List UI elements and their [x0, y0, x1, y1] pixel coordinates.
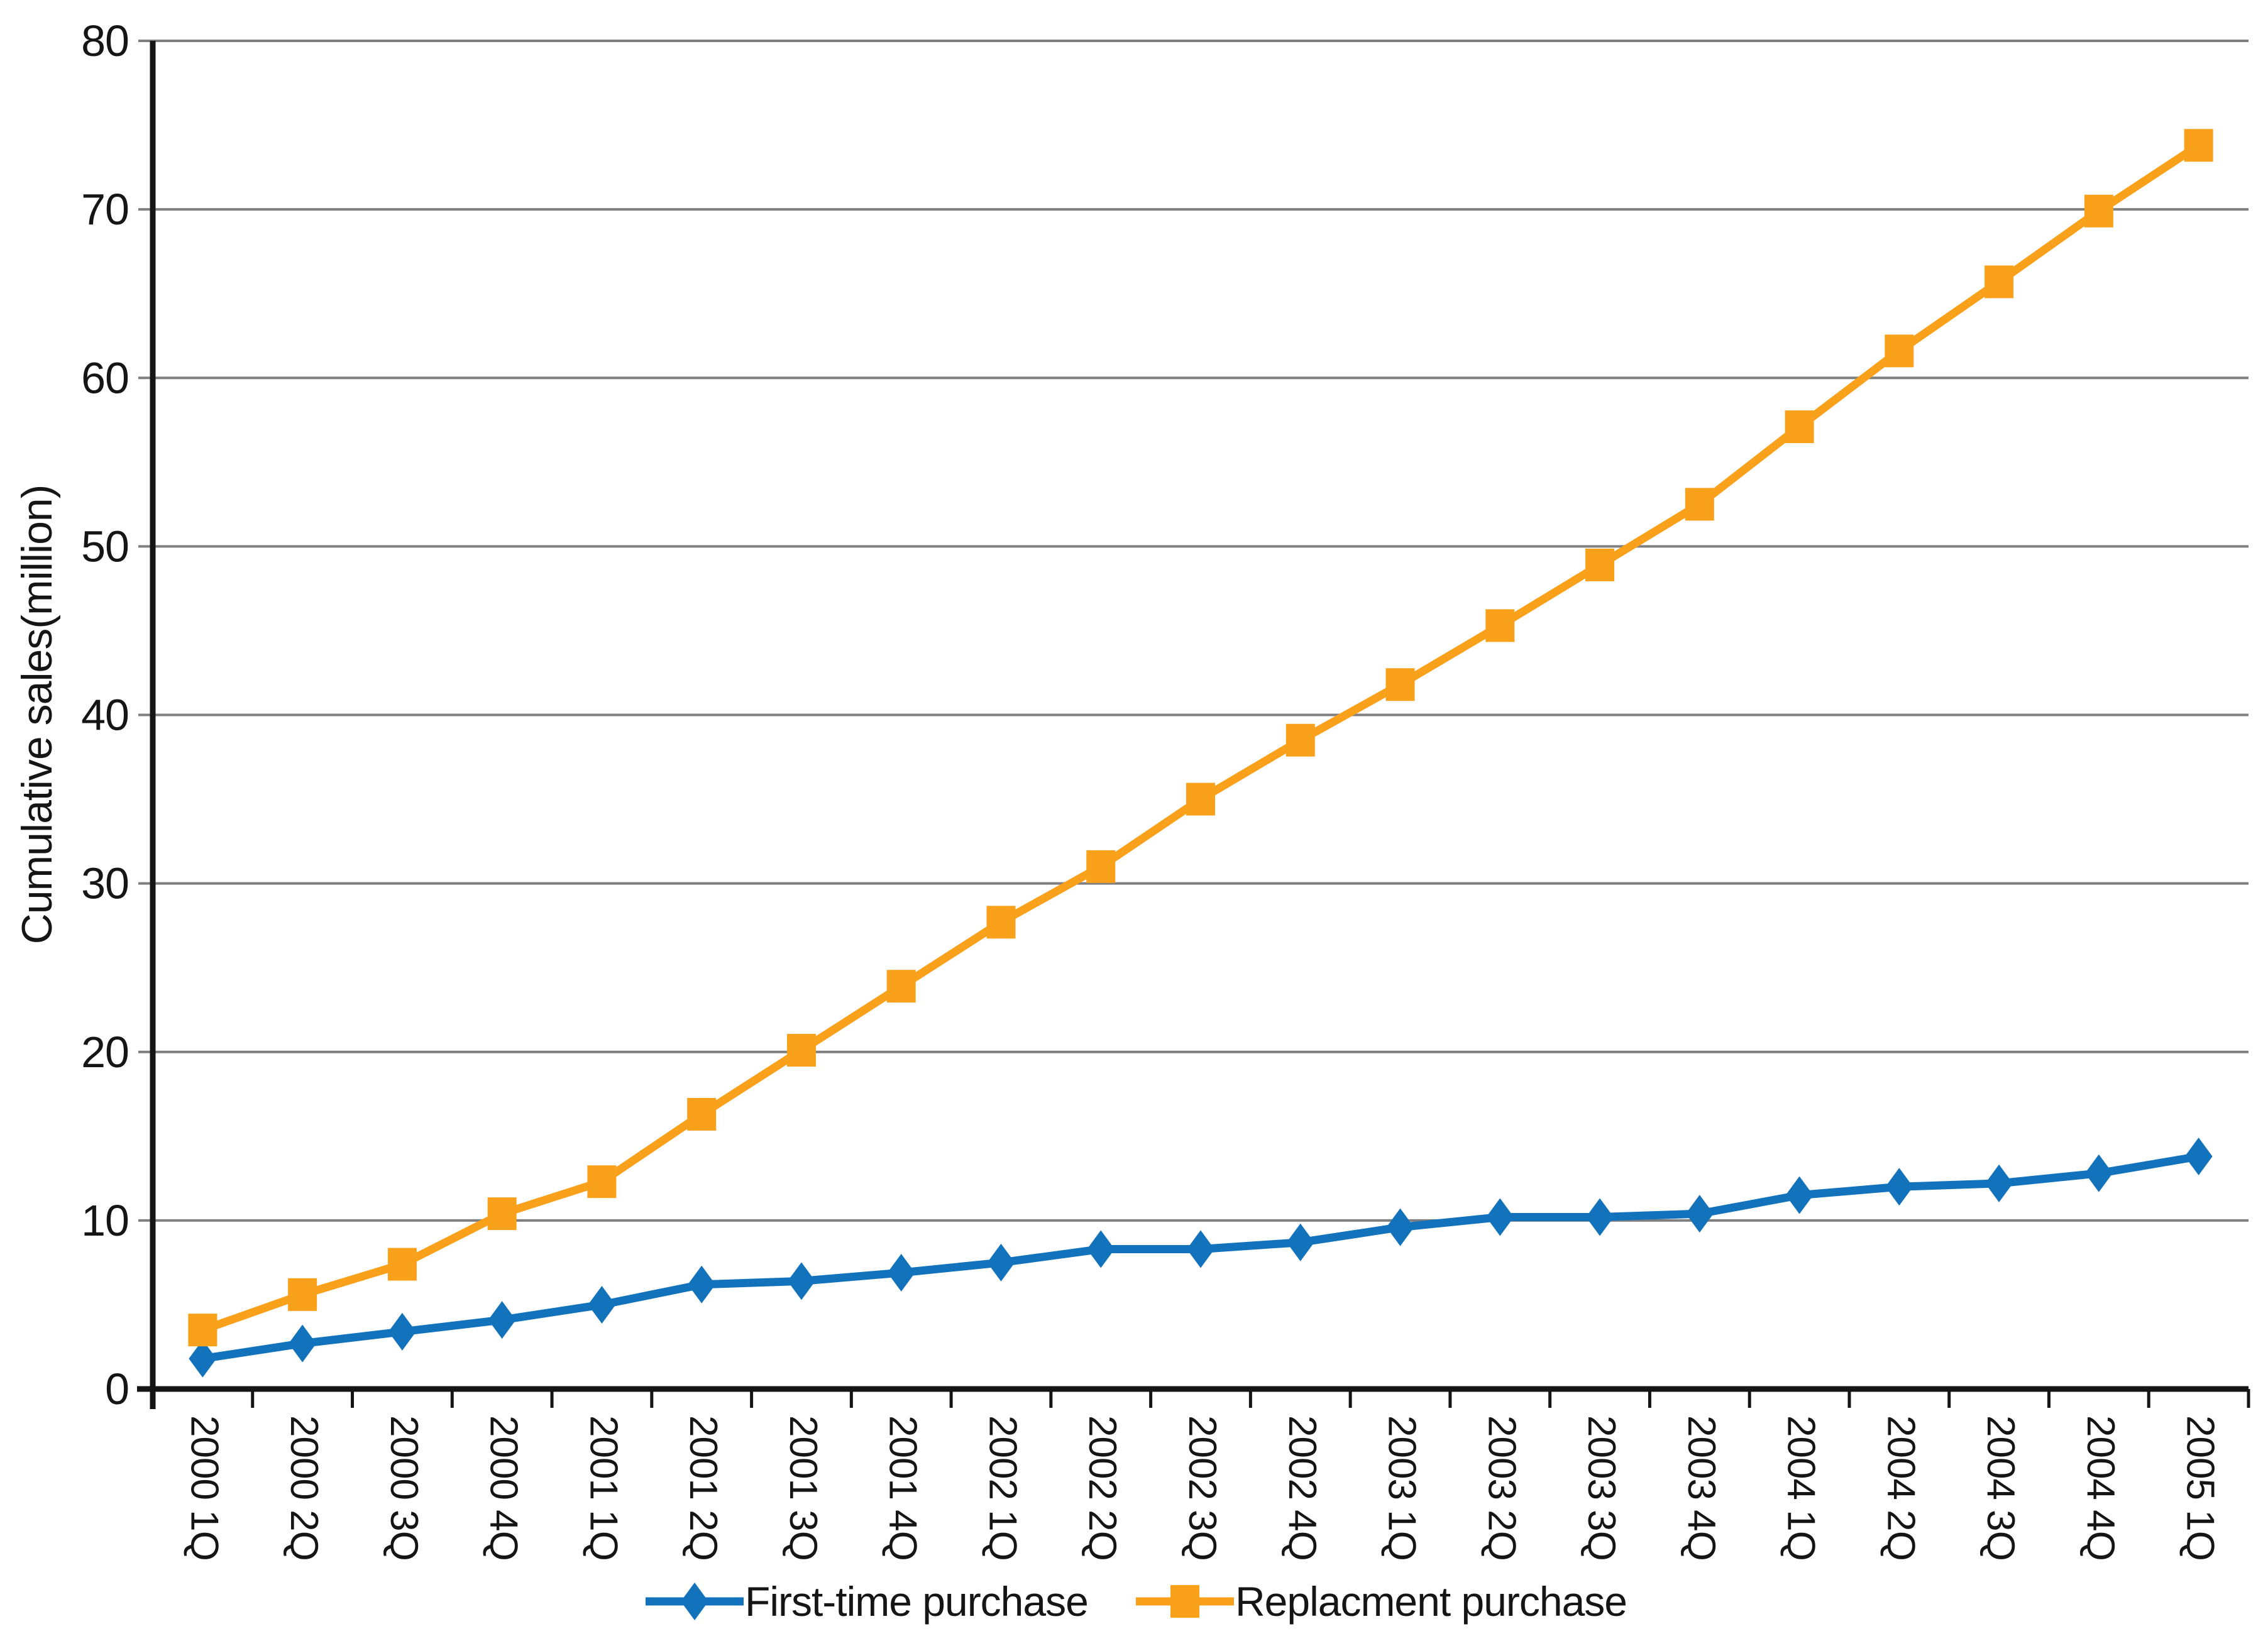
data-point-s0-12	[1386, 1208, 1414, 1246]
y-axis-title: Cumulative sales(million)	[13, 485, 61, 945]
x-tick-label-2003-3Q: 2003 3Q	[1580, 1415, 1623, 1561]
y-tick-label-30: 30	[81, 859, 129, 908]
y-tick-label-50: 50	[81, 522, 129, 571]
data-point-s0-13	[1486, 1198, 1514, 1236]
data-point-s1-11	[1285, 723, 1315, 757]
data-point-s0-6	[787, 1262, 815, 1300]
x-tick-label-2001-2Q: 2001 2Q	[681, 1415, 725, 1561]
data-point-s1-13	[1485, 609, 1515, 642]
data-point-s1-7	[886, 970, 916, 1003]
y-tick-label-60: 60	[81, 353, 129, 402]
data-point-s0-20	[2184, 1137, 2213, 1175]
data-point-s0-15	[1685, 1195, 1714, 1233]
legend-marker-0	[681, 1583, 708, 1620]
legend-label-1: Replacment purchase	[1235, 1578, 1627, 1625]
data-point-s1-16	[1785, 410, 1814, 444]
y-tick-label-80: 80	[81, 16, 129, 65]
y-tick-label-0: 0	[105, 1364, 129, 1413]
data-point-s0-0	[189, 1339, 217, 1378]
data-point-s0-5	[688, 1265, 716, 1303]
x-tick-label-2003-2Q: 2003 2Q	[1480, 1415, 1523, 1561]
x-tick-label-2004-2Q: 2004 2Q	[1879, 1415, 1922, 1561]
x-tick-label-2000-3Q: 2000 3Q	[382, 1415, 426, 1561]
data-point-s0-4	[588, 1285, 616, 1324]
x-tick-label-2004-3Q: 2004 3Q	[1979, 1415, 2022, 1561]
data-point-s0-16	[1785, 1176, 1814, 1214]
x-tick-label-2002-4Q: 2002 4Q	[1280, 1415, 1324, 1561]
data-point-s1-15	[1685, 488, 1714, 521]
x-tick-label-2003-1Q: 2003 1Q	[1380, 1415, 1424, 1561]
y-tick-label-40: 40	[81, 691, 129, 740]
data-point-s0-19	[2084, 1154, 2113, 1192]
data-point-s1-6	[786, 1034, 816, 1067]
data-point-s0-17	[1885, 1168, 1913, 1206]
data-point-s0-11	[1286, 1223, 1314, 1261]
legend-marker-1	[1170, 1585, 1199, 1618]
x-tick-label-2001-1Q: 2001 1Q	[581, 1415, 625, 1561]
data-point-s1-8	[986, 906, 1016, 939]
data-point-s0-3	[488, 1301, 516, 1339]
data-point-s0-10	[1187, 1230, 1214, 1268]
data-point-s0-8	[987, 1243, 1015, 1282]
data-point-s0-18	[1985, 1164, 2013, 1202]
x-tick-label-2000-1Q: 2000 1Q	[182, 1415, 226, 1561]
x-tick-label-2005-1Q: 2005 1Q	[2179, 1415, 2222, 1561]
series-line-1	[198, 141, 2203, 1334]
data-point-s1-9	[1086, 850, 1116, 883]
data-point-s1-3	[487, 1197, 517, 1231]
x-tick-label-2000-2Q: 2000 2Q	[282, 1415, 326, 1561]
y-tick-label-70: 70	[81, 185, 129, 234]
x-tick-label-2004-4Q: 2004 4Q	[2079, 1415, 2122, 1561]
data-point-s1-20	[2184, 129, 2213, 162]
data-point-s1-0	[188, 1314, 217, 1347]
data-point-s1-12	[1385, 668, 1415, 701]
data-point-s1-17	[1885, 334, 1914, 368]
data-point-s0-14	[1586, 1198, 1614, 1236]
y-tick-label-20: 20	[81, 1028, 129, 1077]
data-point-s1-10	[1186, 782, 1215, 816]
x-tick-label-2001-4Q: 2001 4Q	[881, 1415, 925, 1561]
x-tick-label-2004-1Q: 2004 1Q	[1780, 1415, 1823, 1561]
data-point-s0-2	[388, 1312, 416, 1351]
x-tick-label-2002-1Q: 2002 1Q	[981, 1415, 1024, 1561]
data-point-s1-1	[288, 1278, 317, 1311]
data-point-s1-5	[687, 1097, 717, 1131]
data-point-s1-18	[1985, 265, 2014, 299]
data-point-s0-9	[1087, 1230, 1115, 1268]
data-point-s1-14	[1585, 548, 1615, 581]
data-point-s1-4	[587, 1165, 617, 1199]
data-point-s1-19	[2084, 194, 2113, 228]
x-tick-label-2000-4Q: 2000 4Q	[482, 1415, 526, 1561]
x-tick-label-2002-2Q: 2002 2Q	[1081, 1415, 1124, 1561]
data-point-s0-7	[887, 1253, 915, 1292]
x-tick-label-2001-3Q: 2001 3Q	[781, 1415, 825, 1561]
legend-label-0: First-time purchase	[745, 1578, 1088, 1625]
data-point-s1-2	[387, 1248, 417, 1281]
y-tick-label-10: 10	[81, 1196, 129, 1245]
x-tick-label-2002-3Q: 2002 3Q	[1181, 1415, 1224, 1561]
data-point-s0-1	[289, 1324, 317, 1363]
x-tick-label-2003-4Q: 2003 4Q	[1680, 1415, 1723, 1561]
